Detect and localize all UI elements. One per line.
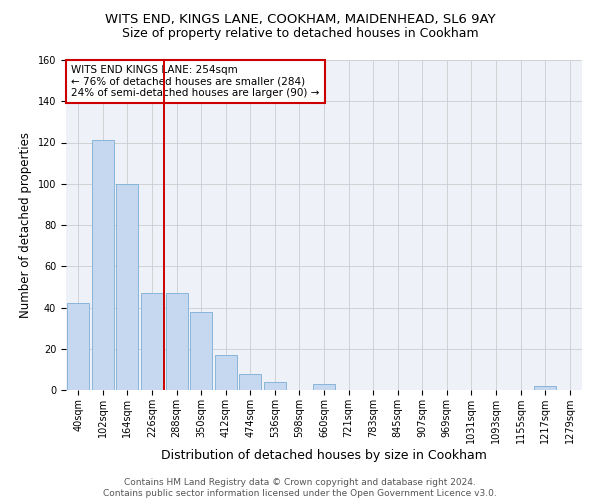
Bar (190, 312, 212, 390)
X-axis label: Distribution of detached houses by size in Cookham: Distribution of detached houses by size … (161, 448, 487, 462)
Bar (313, 384, 335, 390)
Bar (534, 386, 556, 390)
Bar (92, 140, 114, 390)
Bar (166, 293, 188, 390)
Bar (116, 184, 139, 390)
Text: WITS END, KINGS LANE, COOKHAM, MAIDENHEAD, SL6 9AY: WITS END, KINGS LANE, COOKHAM, MAIDENHEA… (104, 12, 496, 26)
Bar (215, 355, 237, 390)
Bar (67, 304, 89, 390)
Text: Size of property relative to detached houses in Cookham: Size of property relative to detached ho… (122, 28, 478, 40)
Bar (264, 382, 286, 390)
Y-axis label: Number of detached properties: Number of detached properties (19, 132, 32, 318)
Text: WITS END KINGS LANE: 254sqm
← 76% of detached houses are smaller (284)
24% of se: WITS END KINGS LANE: 254sqm ← 76% of det… (71, 65, 320, 98)
Bar (141, 293, 163, 390)
Bar (239, 374, 262, 390)
Text: Contains HM Land Registry data © Crown copyright and database right 2024.
Contai: Contains HM Land Registry data © Crown c… (103, 478, 497, 498)
